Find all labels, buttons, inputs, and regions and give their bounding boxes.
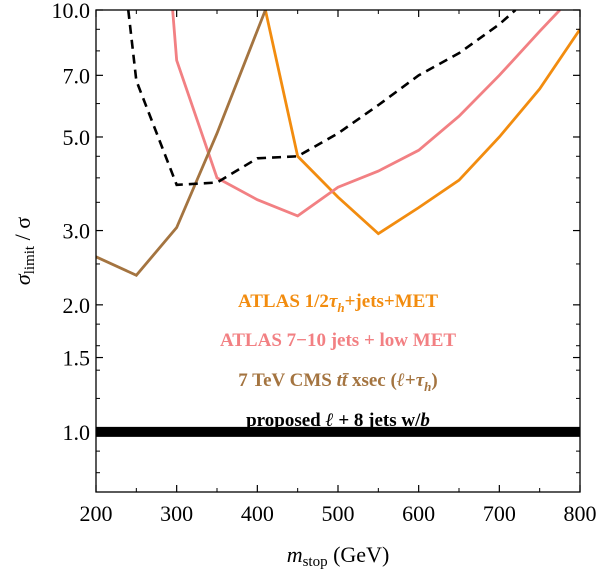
y-axis-title-rest: / σ [10, 217, 35, 246]
y-axis-title: σlimit / σ [10, 217, 38, 285]
y-tick-label: 1.0 [63, 420, 91, 445]
x-axis-title: mstop (GeV) [287, 542, 390, 570]
series-line-atlas-1-2-h-jets-met [264, 10, 580, 236]
x-tick-label: 300 [160, 501, 193, 526]
y-tick-label: 7.0 [63, 63, 91, 88]
x-axis-title-unit: (GeV) [328, 542, 390, 567]
series-line-proposed-8-jets-w-b [126, 10, 517, 187]
legend-entry: 7 TeV CMS tt̄ xsec (ℓ+τh) [238, 370, 437, 394]
x-tick-label: 200 [80, 501, 113, 526]
y-tick-label: 1.5 [63, 346, 91, 371]
legend-entry-part: tt̄ [337, 370, 350, 391]
legend-entry-part: +jets+MET [345, 291, 439, 312]
y-axis-title-sub: limit [22, 245, 38, 274]
ticks-layer: 200 300 400 500 600 700 800 1.0 1.5 2.0 3.0 5.0 7.0 1… [52, 0, 597, 526]
legend-entry-part: proposed [246, 410, 325, 431]
legend-entry: ATLAS 7−10 jets + low MET [220, 330, 456, 351]
x-tick-label: 800 [564, 501, 597, 526]
legend-entry-part: xsec ( [347, 370, 397, 391]
legend-entry-part: h [424, 379, 431, 394]
legend-entry-part: ℓ [397, 370, 405, 391]
legend-entry-part: τ [416, 370, 425, 391]
legend-entry-part: b [420, 410, 430, 431]
y-axis-title-main: σ [10, 273, 35, 285]
legend-entry-part: ℓ [325, 410, 333, 431]
series-line-7-tev-cms-tt-xsec-h [96, 10, 267, 278]
legend-entry-part: 7 TeV CMS [238, 370, 336, 391]
x-axis-title-sub: stop [303, 554, 328, 570]
y-tick-label: 10.0 [52, 0, 91, 23]
series-line-atlas-7-10-jets-low-met [171, 10, 561, 218]
x-axis-title-main: m [287, 542, 303, 567]
legend-entry-part: τ [329, 291, 338, 312]
legend-entry: proposed ℓ + 8 jets w/b [246, 410, 430, 431]
y-tick-label: 3.0 [63, 219, 91, 244]
legend-entry-part: ) [431, 370, 437, 391]
series-layer [96, 10, 580, 437]
legend-entry-part: h [337, 300, 344, 315]
x-tick-label: 400 [241, 501, 274, 526]
legend-entry-part: ATLAS 1/2 [238, 291, 329, 312]
x-tick-label: 500 [322, 501, 355, 526]
legend-entry-part: ATLAS 7−10 jets + low MET [220, 330, 456, 351]
x-tick-label: 600 [402, 501, 435, 526]
legend-entry-part: + [405, 370, 416, 391]
legend-entry-part: + 8 jets w/ [334, 410, 422, 431]
x-tick-label: 700 [483, 501, 516, 526]
y-tick-label: 5.0 [63, 125, 91, 150]
legend-entry: ATLAS 1/2τh+jets+MET [238, 291, 438, 315]
y-tick-label: 2.0 [63, 293, 91, 318]
